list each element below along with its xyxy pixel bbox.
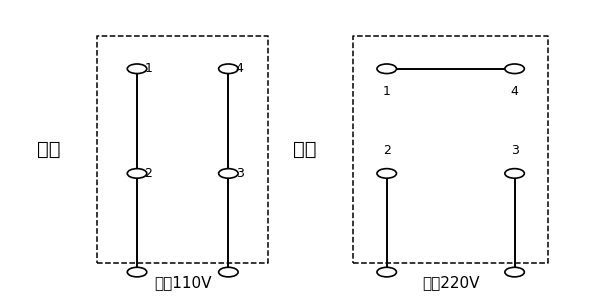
Text: 串联: 串联 [293,140,316,159]
Text: 1: 1 [144,62,152,75]
Text: 1: 1 [383,85,390,98]
Text: 2: 2 [383,144,390,157]
Circle shape [377,267,396,277]
Text: 4: 4 [236,62,244,75]
Circle shape [505,64,524,74]
Text: 3: 3 [236,167,244,180]
Circle shape [377,169,396,178]
Circle shape [219,64,238,74]
Text: 4: 4 [511,85,518,98]
Circle shape [219,267,238,277]
Circle shape [505,169,524,178]
Text: 并联: 并联 [37,140,60,159]
Circle shape [127,169,147,178]
Text: 2: 2 [144,167,152,180]
Text: 3: 3 [511,144,518,157]
Circle shape [505,267,524,277]
Circle shape [377,64,396,74]
Circle shape [127,267,147,277]
Text: 接～110V: 接～110V [154,275,211,290]
Circle shape [127,64,147,74]
Text: 接～220V: 接～220V [422,275,479,290]
Circle shape [219,169,238,178]
